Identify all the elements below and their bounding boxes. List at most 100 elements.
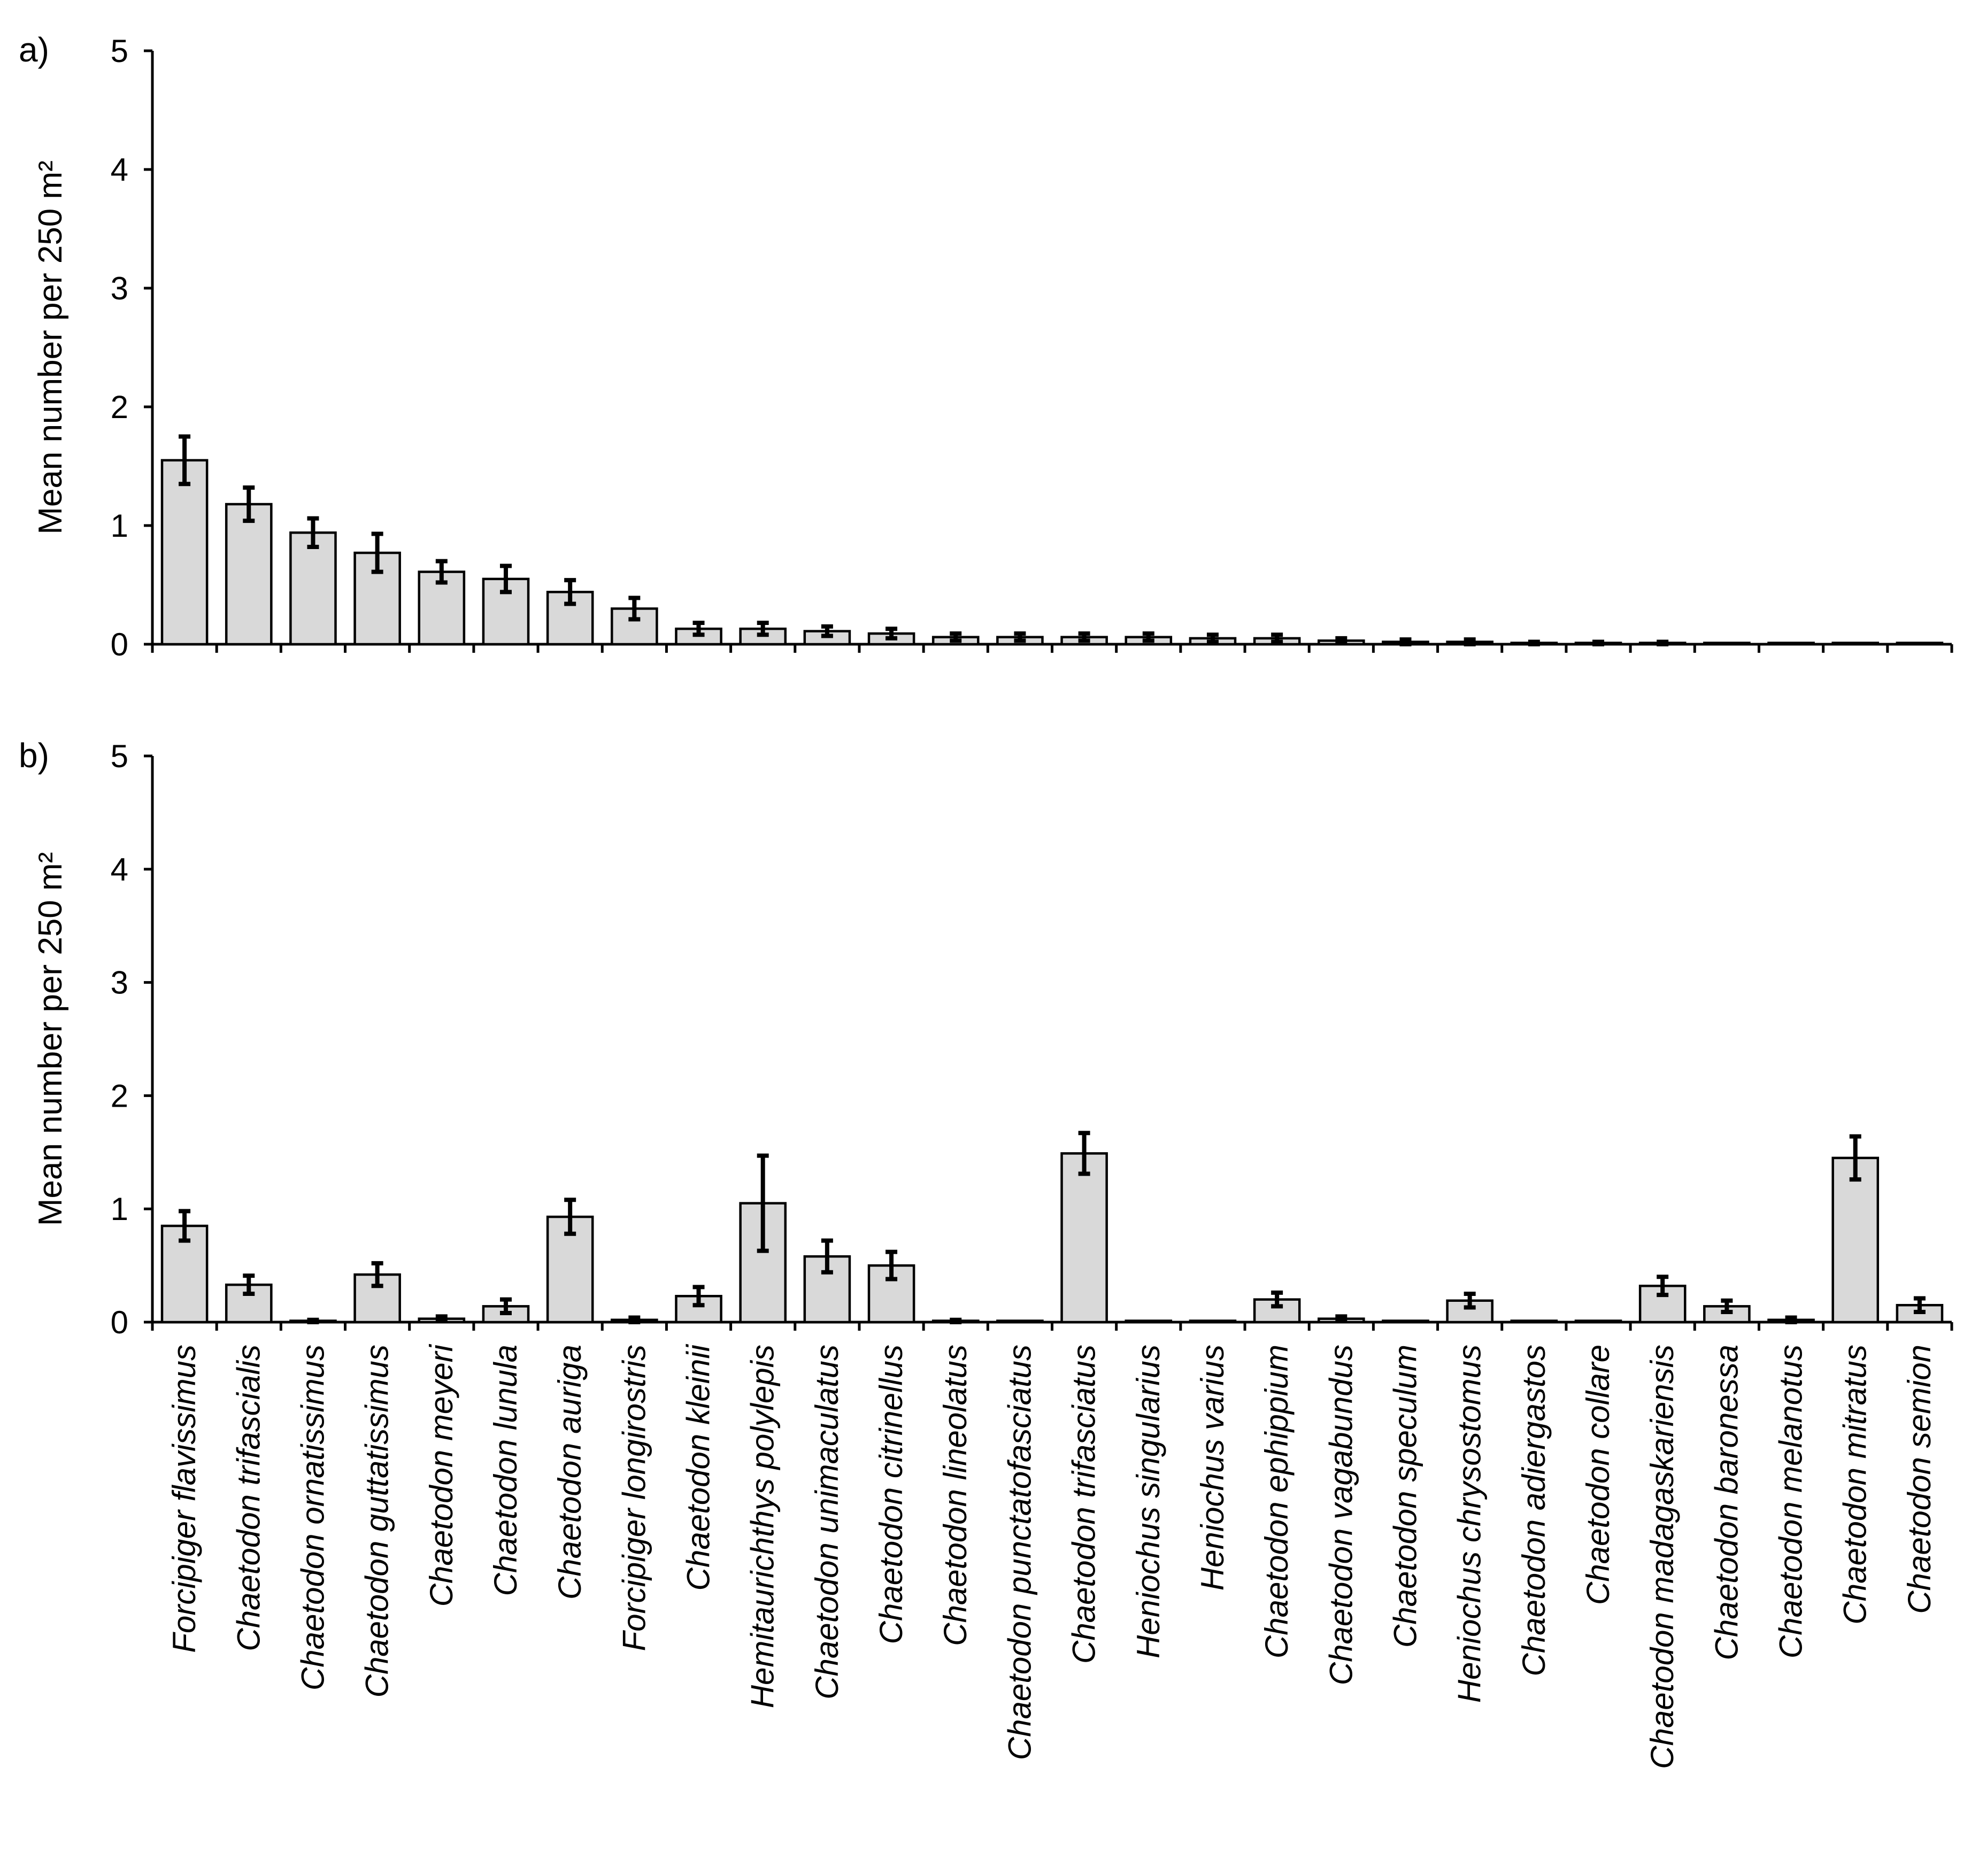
category-label: Chaetodon lineolatus — [937, 1345, 973, 1646]
y-tick-label: 3 — [111, 965, 128, 1001]
category-label: Chaetodon lunula — [488, 1345, 523, 1596]
error-bar — [1335, 1314, 1348, 1323]
bar — [1125, 1319, 1173, 1324]
category-label: Chaetodon adiergastos — [1516, 1345, 1552, 1676]
bar — [1831, 1156, 1880, 1324]
error-bar — [757, 1153, 769, 1253]
category-label: Chaetodon trifascialis — [230, 1345, 266, 1651]
error-bar — [1399, 637, 1412, 646]
error-bar — [371, 1261, 383, 1288]
error-bar — [179, 434, 191, 487]
y-tick-label: 5 — [111, 738, 128, 774]
bar — [1382, 1319, 1429, 1324]
error-bar — [179, 1209, 191, 1243]
error-bar — [435, 559, 448, 585]
y-tick-label: 3 — [111, 271, 128, 306]
category-label: Heniochus varius — [1195, 1345, 1230, 1591]
error-bar — [1271, 632, 1283, 644]
category-label: Chaetodon melanotus — [1773, 1345, 1809, 1658]
error-bar — [821, 624, 833, 638]
error-bar — [564, 1198, 576, 1236]
bar — [1831, 642, 1880, 646]
error-bar — [1849, 1134, 1861, 1182]
y-tick-label: 4 — [111, 152, 128, 188]
error-bar — [243, 485, 255, 523]
y-tick-label: 1 — [111, 508, 128, 544]
error-bar — [692, 621, 705, 637]
category-label: Chaetodon auriga — [552, 1345, 588, 1600]
error-bar — [1721, 1298, 1733, 1314]
bar — [289, 531, 337, 646]
bar — [1060, 1152, 1108, 1324]
category-label: Chaetodon baronessa — [1708, 1345, 1744, 1660]
error-bar — [435, 1314, 448, 1323]
error-bar — [1528, 639, 1540, 646]
error-bar — [628, 1315, 641, 1324]
error-bar — [1142, 631, 1154, 643]
category-label: Forcipiger longirostris — [616, 1345, 652, 1651]
error-bar — [1464, 637, 1476, 646]
error-bar — [950, 1317, 962, 1324]
error-bar — [1335, 636, 1348, 645]
error-bar — [886, 1249, 898, 1281]
bar — [1896, 642, 1944, 646]
error-bar — [1271, 1290, 1283, 1309]
error-bar — [564, 578, 576, 606]
category-label: Chaetodon punctatofasciatus — [1002, 1345, 1037, 1760]
error-bar — [886, 627, 898, 640]
error-bar — [243, 1273, 255, 1296]
error-bar — [1913, 1296, 1926, 1314]
error-bar — [1078, 631, 1090, 643]
category-label: Chaetodon unimaculatus — [809, 1345, 845, 1700]
panel-a: a) Mean number per 250 m² 0 1 2 3 4 5 — [19, 30, 1953, 662]
error-bar — [692, 1285, 705, 1308]
y-tick-label: 1 — [111, 1191, 128, 1227]
category-label: Chaetodon speculum — [1387, 1345, 1423, 1648]
y-tick-label: 4 — [111, 852, 128, 887]
category-label: Heniochus chrysostomus — [1452, 1345, 1488, 1703]
bar — [1767, 642, 1815, 646]
bar — [160, 459, 209, 646]
error-bar — [1078, 1131, 1090, 1176]
category-label: Chaetodon kleinii — [681, 1344, 717, 1591]
bar — [1189, 1319, 1237, 1324]
category-label: Heniochus singularius — [1130, 1345, 1166, 1658]
category-label: Chaetodon mitratus — [1837, 1345, 1873, 1625]
error-bar — [1206, 632, 1219, 644]
error-bar — [1657, 639, 1669, 646]
category-label: Chaetodon semion — [1901, 1345, 1937, 1614]
category-label: Chaetodon collare — [1580, 1345, 1616, 1605]
bar — [1510, 1319, 1558, 1324]
error-bar — [1657, 1275, 1669, 1298]
error-bar — [1014, 631, 1026, 643]
bar — [996, 1319, 1044, 1324]
error-bar — [1785, 1315, 1797, 1324]
category-label: Chaetodon madagaskariensis — [1644, 1345, 1680, 1769]
category-label: Chaetodon trifasciatus — [1066, 1345, 1102, 1664]
category-label: Chaetodon vagabundus — [1323, 1345, 1359, 1685]
category-label: Hemitaurichthys polylepis — [745, 1345, 781, 1708]
category-label: Chaetodon ephippium — [1259, 1345, 1295, 1658]
category-label: Chaetodon citrinellus — [873, 1345, 909, 1644]
error-bar — [307, 1317, 319, 1324]
y-tick-label: 0 — [111, 627, 128, 662]
error-bar — [757, 621, 769, 637]
error-bar — [1464, 1292, 1476, 1310]
category-label: Chaetodon meyeri — [424, 1344, 459, 1607]
y-tick-label: 5 — [111, 33, 128, 69]
y-tick-label: 2 — [111, 389, 128, 425]
error-bar — [821, 1238, 833, 1275]
y-tick-label: 2 — [111, 1078, 128, 1114]
error-bar — [499, 563, 512, 595]
error-bar — [307, 516, 319, 549]
y-tick-label: 0 — [111, 1304, 128, 1340]
error-bar — [628, 596, 641, 622]
bar — [1574, 1319, 1622, 1324]
bar — [1703, 642, 1751, 646]
y-axis-title: Mean number per 250 m² — [32, 160, 69, 535]
error-bar — [499, 1297, 512, 1316]
category-label: Chaetodon ornatissimus — [295, 1345, 330, 1690]
panel-label: a) — [19, 30, 49, 69]
bar — [225, 503, 273, 646]
